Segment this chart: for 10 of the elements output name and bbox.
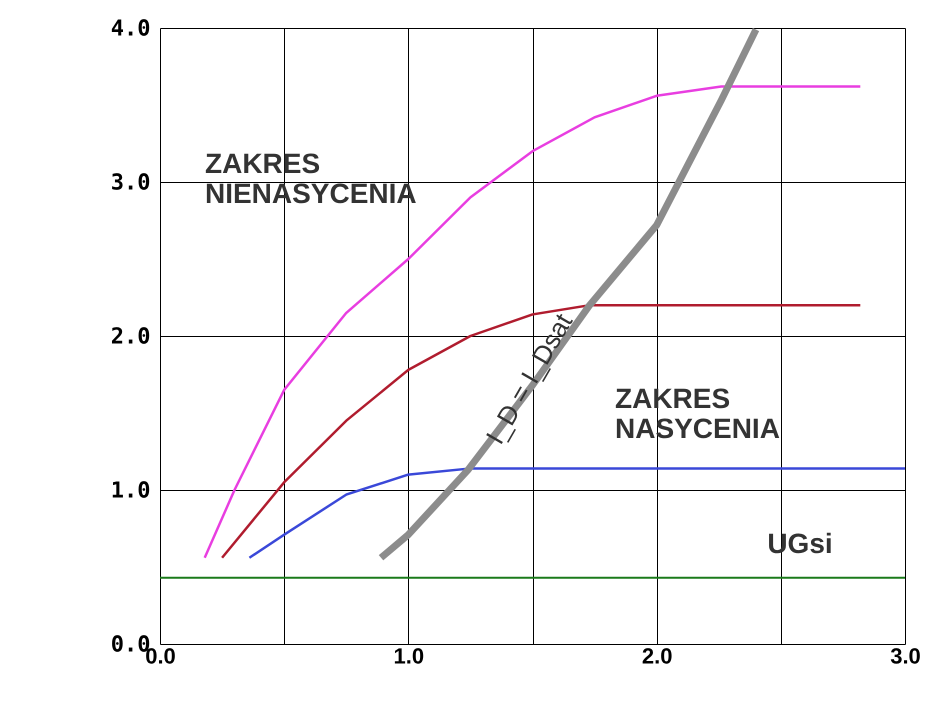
line-series (220, 304, 862, 560)
y-tick-label: 2.0 (110, 324, 150, 350)
line-series (203, 85, 862, 560)
y-tick-label: 1.0 (110, 478, 150, 504)
line-series (248, 467, 905, 560)
y-tick-label: 4.0 (110, 16, 150, 42)
x-tick-label: 3.0 (890, 644, 921, 668)
y-tick-label: 3.0 (110, 170, 150, 196)
x-tick-label: 1.0 (394, 644, 424, 668)
x-tick-label: 2.0 (642, 644, 672, 668)
